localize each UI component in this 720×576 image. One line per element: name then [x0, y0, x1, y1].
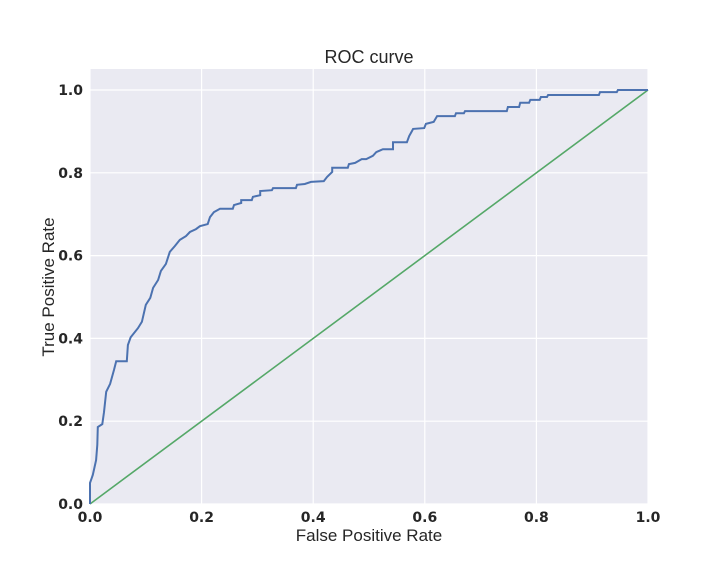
y-tick-label: 0.0	[58, 497, 83, 513]
roc-series-line	[89, 89, 648, 504]
y-tick-label: 0.2	[58, 414, 83, 430]
chart-title: ROC curve	[324, 47, 413, 67]
y-tick-label: 0.8	[58, 166, 83, 182]
plot-background	[90, 69, 648, 504]
y-tick-labels: 0.0 0.2 0.4 0.6 0.8 1.0	[58, 83, 83, 513]
x-tick-label: 0.2	[189, 510, 214, 526]
grid-lines	[89, 69, 649, 505]
x-tick-label: 1.0	[636, 510, 661, 526]
y-tick-label: 0.4	[58, 331, 83, 347]
x-axis-label: False Positive Rate	[296, 526, 442, 545]
x-tick-label: 0.6	[412, 510, 437, 526]
x-tick-labels: 0.0 0.2 0.4 0.6 0.8 1.0	[78, 510, 661, 526]
y-axis-label: True Positive Rate	[39, 217, 58, 356]
x-tick-label: 0.0	[78, 510, 103, 526]
chance-series-line	[89, 89, 649, 505]
y-tick-label: 1.0	[58, 83, 83, 99]
series-lines	[89, 89, 649, 505]
x-tick-label: 0.4	[301, 510, 326, 526]
y-tick-label: 0.6	[58, 249, 83, 265]
x-tick-label: 0.8	[524, 510, 549, 526]
